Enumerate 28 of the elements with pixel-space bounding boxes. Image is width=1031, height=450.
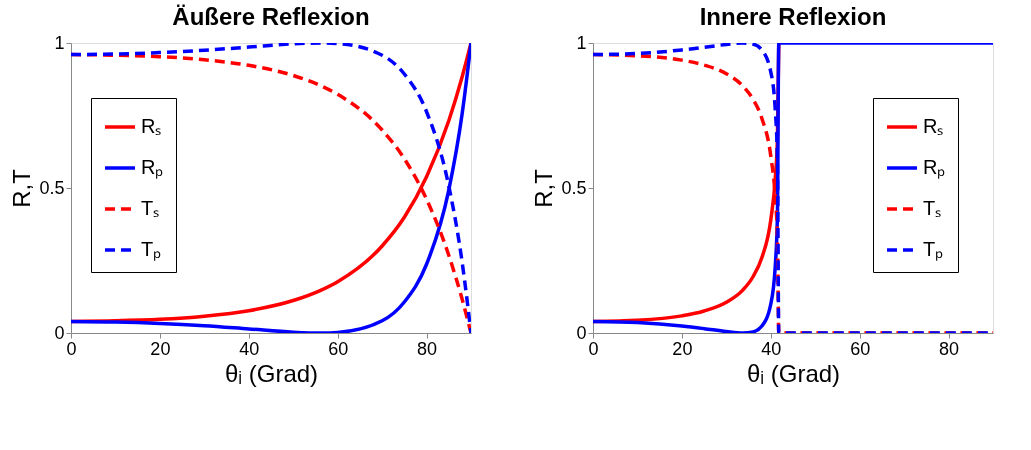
y-tick-label: 0.5 — [39, 177, 65, 198]
y-tick-label: 0 — [576, 322, 587, 343]
legend-label: Rₛ — [923, 115, 944, 137]
chart-title: Innere Reflexion — [699, 3, 887, 30]
y-tick-label: 1 — [54, 32, 65, 53]
y-axis-title: R,T — [530, 168, 558, 208]
x-tick-label: 80 — [417, 338, 438, 359]
x-tick-label: 40 — [239, 338, 260, 359]
y-axis-title: R,T — [8, 168, 36, 208]
chart-title: Äußere Reflexion — [172, 3, 370, 30]
x-tick-label: 20 — [672, 338, 693, 359]
legend-label: Rₚ — [141, 156, 164, 179]
x-tick-label: 80 — [939, 338, 960, 359]
x-axis-title: θᵢ (Grad) — [224, 359, 319, 387]
x-tick-label: 20 — [150, 338, 171, 359]
y-tick-label: 0 — [54, 322, 65, 343]
legend-label: Rₛ — [141, 115, 162, 137]
legend-label: Rₚ — [923, 156, 946, 179]
y-tick-label: 0.5 — [561, 177, 587, 198]
y-tick-label: 1 — [576, 32, 587, 53]
legend-label: Tₚ — [923, 238, 944, 261]
legend-label: Tₛ — [923, 197, 942, 219]
x-axis-title: θᵢ (Grad) — [746, 359, 841, 387]
x-tick-label: 40 — [761, 338, 782, 359]
legend-label: Tₛ — [141, 197, 160, 219]
x-tick-label: 60 — [850, 338, 871, 359]
legend-label: Tₚ — [141, 238, 162, 261]
x-tick-label: 60 — [328, 338, 349, 359]
